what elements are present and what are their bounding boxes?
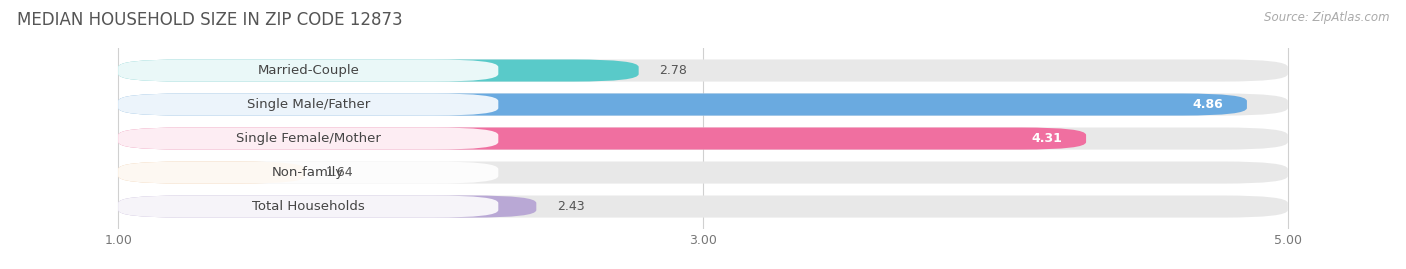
FancyBboxPatch shape	[118, 161, 498, 183]
FancyBboxPatch shape	[118, 161, 305, 183]
Text: 4.31: 4.31	[1032, 132, 1063, 145]
Text: Non-family: Non-family	[273, 166, 344, 179]
FancyBboxPatch shape	[118, 128, 498, 150]
FancyBboxPatch shape	[118, 94, 1288, 116]
FancyBboxPatch shape	[118, 94, 1247, 116]
FancyBboxPatch shape	[118, 128, 1085, 150]
Text: Total Households: Total Households	[252, 200, 364, 213]
Text: 2.43: 2.43	[557, 200, 585, 213]
FancyBboxPatch shape	[118, 59, 1288, 82]
FancyBboxPatch shape	[118, 59, 498, 82]
FancyBboxPatch shape	[118, 196, 1288, 218]
Text: 4.86: 4.86	[1192, 98, 1223, 111]
Text: Source: ZipAtlas.com: Source: ZipAtlas.com	[1264, 11, 1389, 24]
Text: Married-Couple: Married-Couple	[257, 64, 359, 77]
FancyBboxPatch shape	[118, 161, 1288, 183]
FancyBboxPatch shape	[118, 128, 1288, 150]
FancyBboxPatch shape	[118, 94, 498, 116]
Text: Single Male/Father: Single Male/Father	[246, 98, 370, 111]
Text: Single Female/Mother: Single Female/Mother	[236, 132, 381, 145]
Text: 1.64: 1.64	[326, 166, 353, 179]
Text: 2.78: 2.78	[659, 64, 688, 77]
FancyBboxPatch shape	[118, 196, 498, 218]
FancyBboxPatch shape	[118, 59, 638, 82]
FancyBboxPatch shape	[118, 196, 536, 218]
Text: MEDIAN HOUSEHOLD SIZE IN ZIP CODE 12873: MEDIAN HOUSEHOLD SIZE IN ZIP CODE 12873	[17, 11, 402, 29]
